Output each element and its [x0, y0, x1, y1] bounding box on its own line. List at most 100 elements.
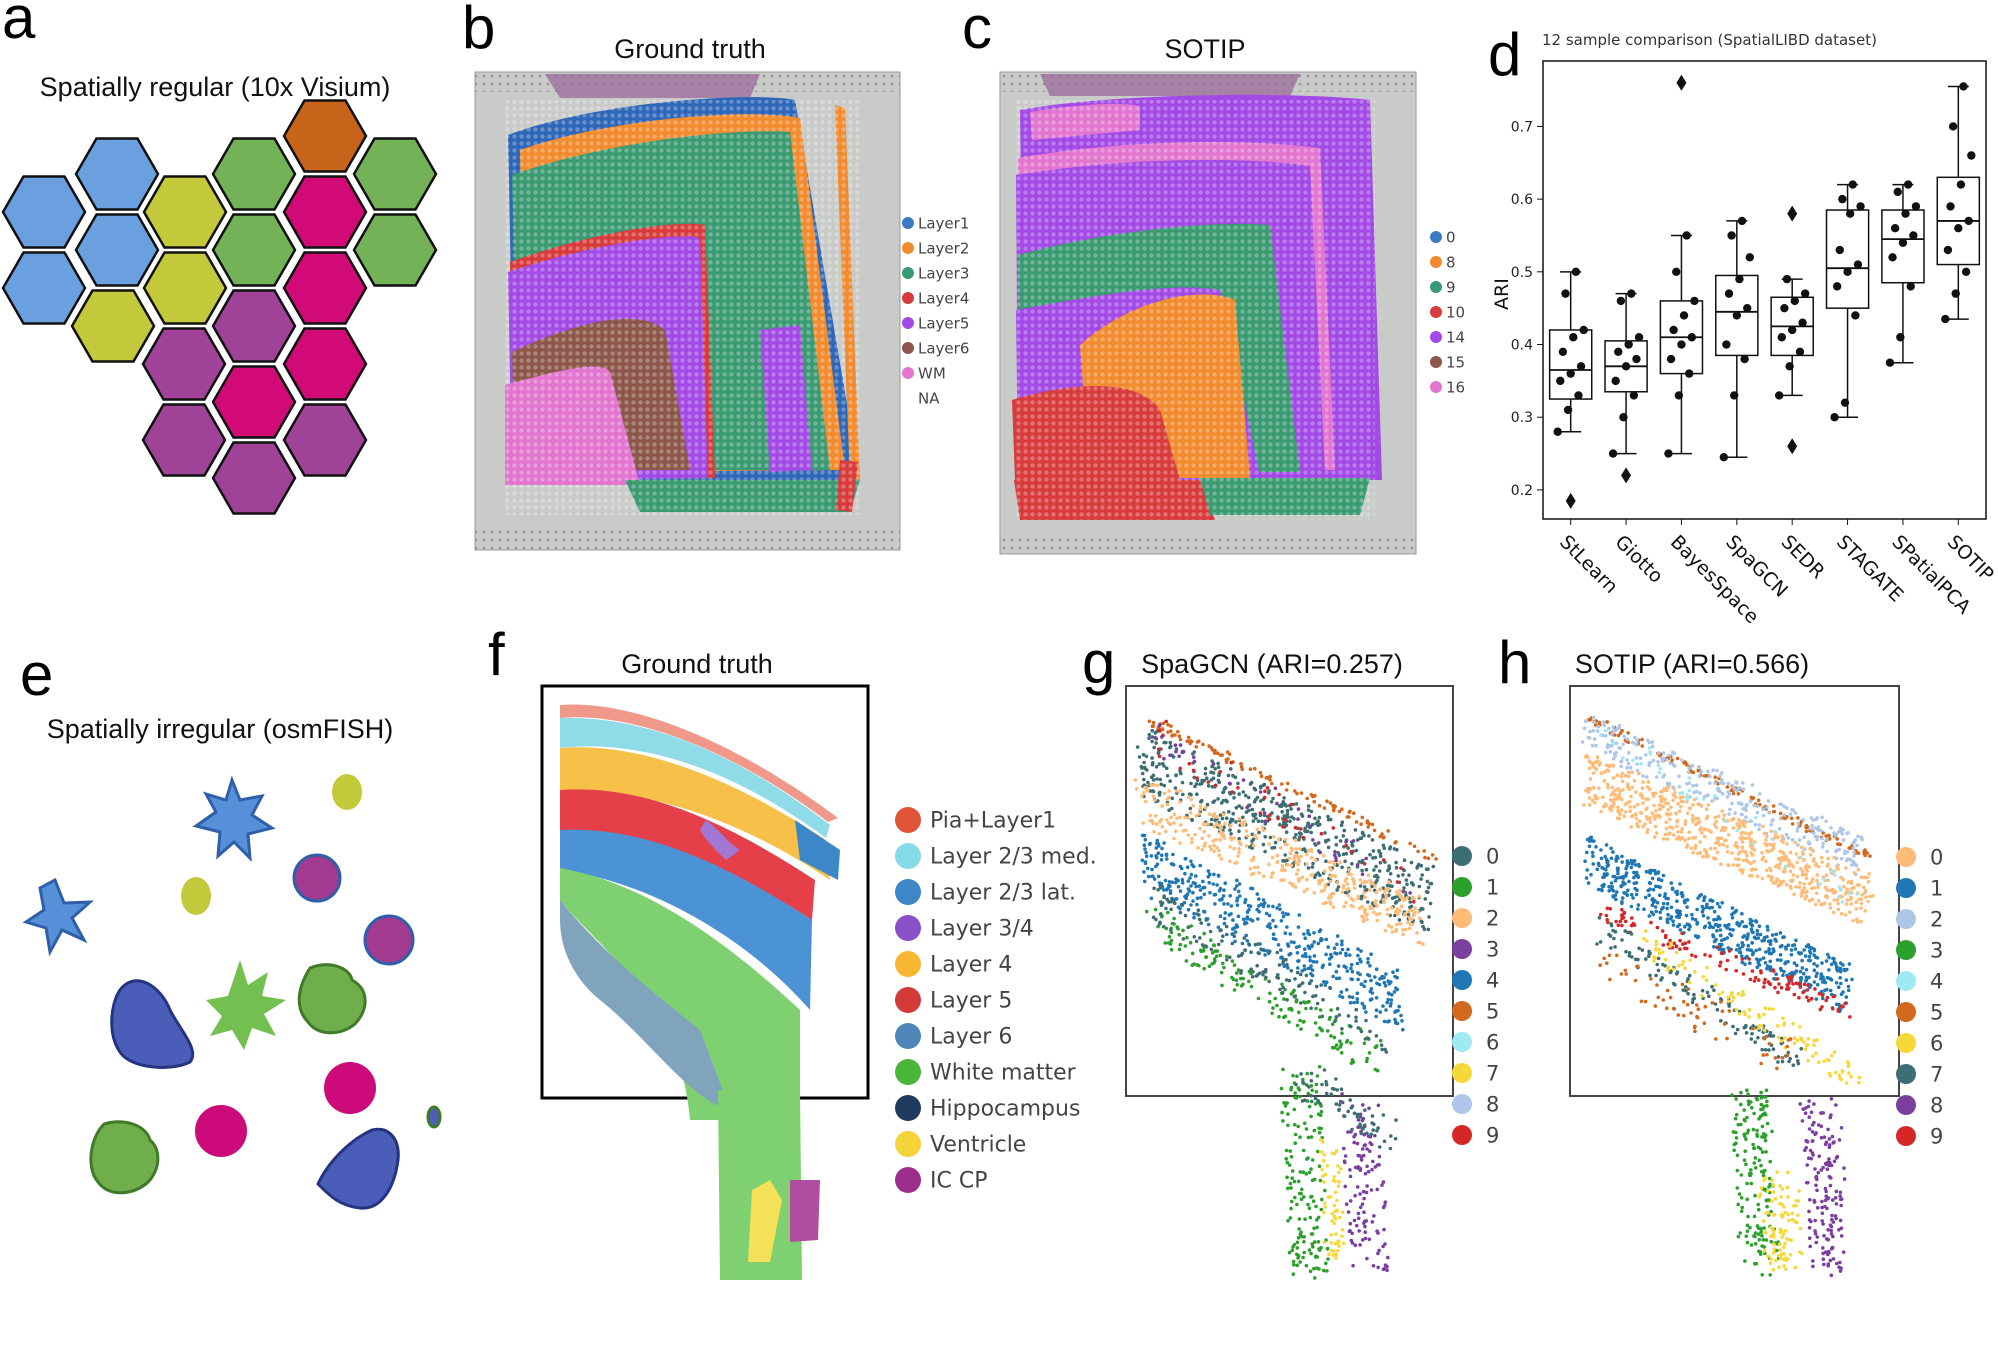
- cell-dot: [1280, 990, 1285, 995]
- cell-dot: [1636, 957, 1640, 962]
- cell-dot: [1267, 842, 1271, 846]
- cell-dot: [1387, 880, 1391, 884]
- cell-dot: [1186, 816, 1191, 820]
- cell-dot: [1420, 873, 1424, 877]
- cell-dot: [1269, 875, 1274, 879]
- cell-dot: [1159, 903, 1164, 907]
- cell-dot: [1758, 1252, 1763, 1256]
- cell-dot: [1715, 945, 1719, 950]
- cell-dot: [1393, 1017, 1397, 1022]
- cell-dot: [1312, 890, 1317, 895]
- cell-dot: [1363, 1236, 1368, 1241]
- cell-dot: [1237, 850, 1241, 855]
- cell-dot: [1358, 1115, 1363, 1119]
- cell-dot: [1683, 946, 1687, 951]
- cell-dot: [1396, 1008, 1400, 1013]
- cell-dot: [1334, 1043, 1339, 1047]
- cell-dot: [1669, 805, 1673, 809]
- x-tick-label: SEDR: [1777, 531, 1829, 583]
- cell-dot: [1708, 925, 1712, 930]
- cell-dot: [1666, 968, 1670, 972]
- cell-dot: [1770, 1178, 1774, 1183]
- cell-dot: [1731, 1130, 1736, 1134]
- cell-dot: [1812, 886, 1816, 890]
- cell-dot: [1806, 1180, 1810, 1185]
- cell-dot: [1189, 781, 1193, 786]
- cell-dot: [1232, 988, 1237, 992]
- cell-dot: [1150, 756, 1154, 760]
- cell-dot: [1371, 1264, 1376, 1268]
- cell-dot: [1355, 1141, 1360, 1146]
- cell-dot: [1747, 1102, 1751, 1107]
- cell-dot: [1322, 869, 1327, 873]
- cell-dot: [1611, 874, 1615, 879]
- cell-dot: [1162, 783, 1167, 788]
- cell-dot: [1786, 943, 1791, 947]
- cell-dot: [1708, 774, 1712, 779]
- cell-dot: [1368, 1029, 1372, 1034]
- cell-dot: [1184, 894, 1189, 898]
- cell-dot: [1639, 811, 1643, 815]
- cell-dot: [1320, 1028, 1324, 1033]
- cell-dot: [1620, 901, 1624, 906]
- cell-dot: [1640, 786, 1645, 790]
- legend-swatch: [1452, 1094, 1472, 1114]
- legend-swatch: [1430, 356, 1442, 368]
- cell-dot: [1764, 843, 1769, 848]
- cell-dot: [1820, 845, 1825, 849]
- cell-dot: [1661, 950, 1665, 954]
- cell-dot: [1660, 759, 1665, 763]
- cell-dot: [1738, 950, 1743, 955]
- cell-dot: [1323, 1188, 1327, 1193]
- cell-dot: [1362, 1210, 1366, 1214]
- cell-dot: [1759, 970, 1763, 975]
- cell-dot: [1749, 861, 1753, 866]
- cell-dot: [1653, 956, 1657, 960]
- cell-dot: [1828, 906, 1833, 910]
- cell-dot: [1724, 838, 1728, 843]
- cell-dot: [1772, 1212, 1777, 1217]
- cell-dot: [1712, 909, 1717, 914]
- cell-dot: [1736, 943, 1740, 948]
- cell-dot: [1665, 917, 1670, 921]
- cell-dot: [1272, 834, 1276, 839]
- cell-dot: [1807, 1209, 1811, 1214]
- cell-dot: [1769, 1239, 1773, 1244]
- cell-dot: [1620, 854, 1624, 859]
- cell-dot: [1746, 860, 1750, 864]
- cell-dot: [1748, 799, 1753, 804]
- cell-dot: [1605, 872, 1609, 876]
- cell-dot: [1290, 848, 1294, 852]
- cell-dot: [1360, 881, 1365, 885]
- cell-dot: [1818, 882, 1822, 886]
- data-point: [1621, 362, 1631, 371]
- cell-dot: [1606, 785, 1610, 790]
- cell-dot: [1350, 1058, 1355, 1062]
- cell-dot: [1361, 1189, 1366, 1194]
- cell-dot: [1283, 817, 1288, 822]
- cell-dot: [1658, 807, 1663, 811]
- cell-dot: [1720, 771, 1724, 775]
- data-point: [1632, 354, 1641, 364]
- cell-dot: [1332, 1087, 1336, 1091]
- cell-dot: [1792, 992, 1797, 997]
- cell-dot: [1181, 928, 1185, 933]
- cell-dot: [1744, 804, 1749, 808]
- cell-dot: [1374, 996, 1379, 1000]
- cell-dot: [1312, 1266, 1316, 1271]
- cell-dot: [1381, 858, 1386, 862]
- cell-dot: [1646, 779, 1651, 784]
- cell-dot: [1295, 1263, 1299, 1268]
- cell-dot: [1643, 999, 1648, 1004]
- cell-dot: [1243, 793, 1248, 798]
- cell-dot: [1293, 825, 1298, 830]
- cell-dot: [1795, 963, 1799, 968]
- cell-dot: [1712, 945, 1716, 949]
- legend-label: 3: [1930, 938, 1943, 962]
- cell-dot: [1777, 1242, 1782, 1247]
- cell-dot: [1647, 954, 1651, 958]
- cell-dot: [1177, 947, 1182, 952]
- cell-dot: [1216, 765, 1221, 769]
- cell-dot: [1367, 1037, 1371, 1041]
- cell-dot: [1353, 1193, 1357, 1198]
